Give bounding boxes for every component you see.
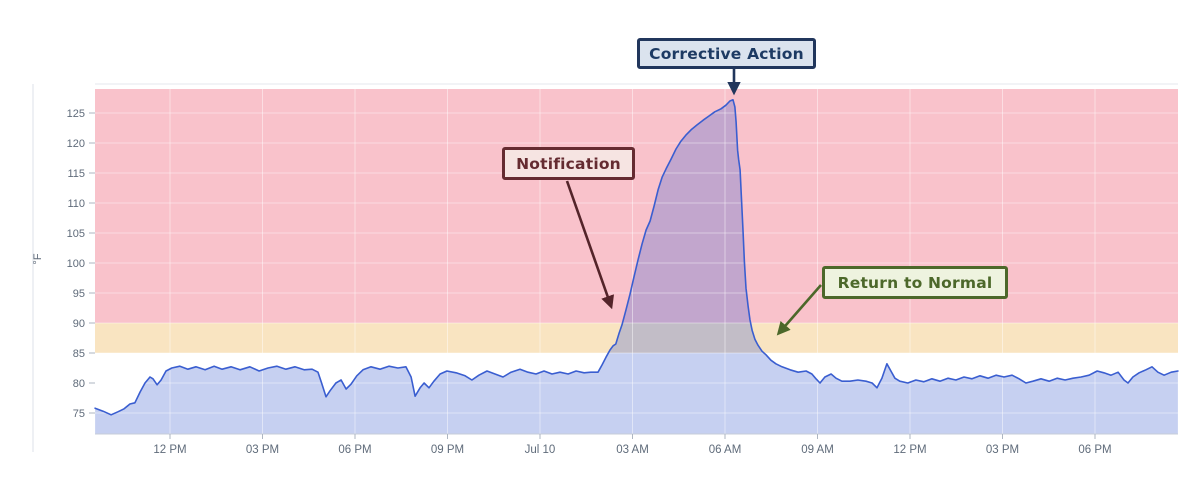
x-tick-label: Jul 10	[525, 444, 556, 456]
x-tick-label: 03 AM	[616, 444, 649, 456]
y-tick-label: 120	[67, 138, 85, 150]
x-tick-label: 06 AM	[709, 444, 742, 456]
return-to-normal-callout: Return to Normal	[822, 266, 1008, 299]
axes	[32, 83, 1178, 452]
corrective-action-callout: Corrective Action	[637, 38, 816, 69]
y-tick-label: 110	[67, 198, 85, 210]
y-tick-label: 85	[73, 348, 85, 360]
y-tick-label: 125	[67, 108, 85, 120]
tick-labels: 75 80 85 90 95 100 105 110 115 120 125 12 PM 03 PM 06…	[67, 108, 1112, 456]
threshold-zones	[95, 89, 1178, 353]
x-tick-label: 03 PM	[986, 444, 1019, 456]
notification-arrow	[565, 180, 615, 310]
y-tick-label: 95	[73, 288, 85, 300]
return_to_normal-arrow	[776, 284, 822, 336]
y-tick-label: 100	[67, 258, 85, 270]
x-tick-label: 09 PM	[431, 444, 464, 456]
x-tick-label: 03 PM	[246, 444, 279, 456]
notification-label: Notification	[516, 154, 621, 173]
warning-zone	[95, 323, 1178, 353]
y-tick-label: 75	[73, 408, 85, 420]
y-tick-label: 105	[67, 228, 85, 240]
x-tick-label: 06 PM	[338, 444, 371, 456]
line-path	[94, 99, 1179, 416]
y-tick-label: 80	[73, 378, 85, 390]
corrective-action-label: Corrective Action	[649, 44, 804, 63]
annotation-arrows	[565, 69, 822, 336]
x-tick-label: 06 PM	[1078, 444, 1111, 456]
y-axis-unit-label: °F	[32, 253, 44, 264]
temperature-line	[94, 99, 1179, 416]
notification-callout: Notification	[502, 147, 635, 180]
x-tick-label: 09 AM	[801, 444, 834, 456]
x-tick-label: 12 PM	[893, 444, 926, 456]
y-tick-label: 90	[73, 318, 85, 330]
return-to-normal-label: Return to Normal	[837, 273, 993, 292]
y-tick-label: 115	[67, 168, 85, 180]
x-tick-label: 12 PM	[153, 444, 186, 456]
